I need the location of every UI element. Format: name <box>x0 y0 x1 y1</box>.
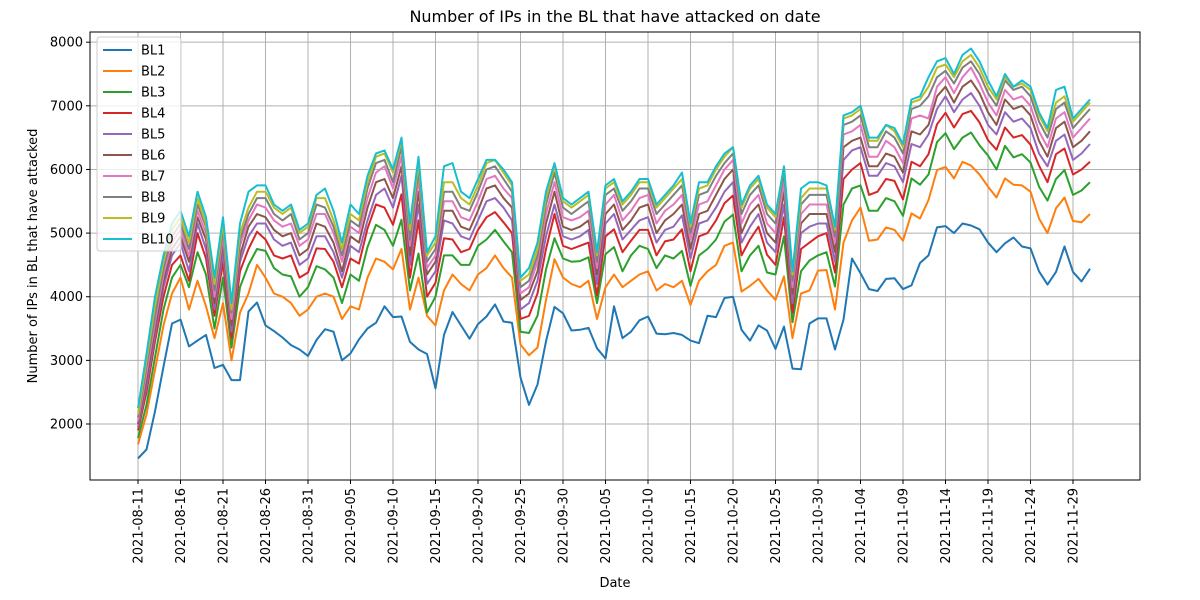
x-tick-label: 2021-10-15 <box>684 488 699 564</box>
series-line-bl3 <box>137 131 1091 439</box>
legend-label-bl6: BL6 <box>141 149 165 164</box>
series-line-bl7 <box>137 66 1091 421</box>
y-tick-label: 4000 <box>50 290 83 305</box>
x-tick-label: 2021-09-15 <box>429 488 444 564</box>
legend-label-bl5: BL5 <box>141 128 165 143</box>
legend-label-bl9: BL9 <box>141 212 165 227</box>
y-axis-title: Number of IPs in BL that have attacked <box>26 129 41 384</box>
y-tick-label: 6000 <box>50 163 83 178</box>
legend: BL1 BL2 BL3 BL4 BL5 BL6 BL7 BL8 BL9 BL10 <box>96 36 182 252</box>
x-tick-label: 2021-08-26 <box>259 488 274 564</box>
x-tick-label: 2021-11-09 <box>897 488 912 564</box>
x-tick-label: 2021-08-31 <box>302 488 317 564</box>
y-tick-label: 2000 <box>50 418 83 433</box>
series-line-bl4 <box>137 109 1091 431</box>
x-tick-label: 2021-11-14 <box>939 488 954 564</box>
series-line-bl8 <box>137 60 1091 418</box>
series-line-bl9 <box>137 53 1091 415</box>
legend-label-bl3: BL3 <box>141 86 165 101</box>
x-tick-label: 2021-09-05 <box>344 488 359 564</box>
series-line-bl2 <box>137 160 1091 445</box>
series-line-bl1 <box>137 222 1091 460</box>
y-tick-label: 7000 <box>50 99 83 114</box>
legend-label-bl4: BL4 <box>141 107 165 122</box>
series-line-bl6 <box>137 79 1091 425</box>
series-lines <box>137 47 1091 460</box>
x-tick-label: 2021-09-20 <box>472 488 487 564</box>
x-tick-label: 2021-11-29 <box>1067 488 1082 564</box>
x-tick-label: 2021-10-25 <box>769 488 784 564</box>
legend-label-bl2: BL2 <box>141 65 165 80</box>
x-tick-label: 2021-11-04 <box>854 488 869 564</box>
x-tick-label: 2021-10-20 <box>727 488 742 564</box>
x-axis: 2021-08-11 2021-08-16 2021-08-21 2021-08-26… <box>132 480 1082 564</box>
x-tick-label: 2021-11-19 <box>982 488 997 564</box>
x-tick-label: 2021-10-10 <box>642 488 657 564</box>
x-tick-label: 2021-08-16 <box>174 488 189 564</box>
x-tick-label: 2021-08-21 <box>217 488 232 564</box>
y-tick-label: 5000 <box>50 227 83 242</box>
legend-label-bl1: BL1 <box>141 44 165 59</box>
y-tick-label: 8000 <box>50 36 83 51</box>
legend-label-bl8: BL8 <box>141 191 165 206</box>
chart-title: Number of IPs in the BL that have attack… <box>409 7 820 26</box>
x-tick-label: 2021-11-24 <box>1024 488 1039 564</box>
x-tick-label: 2021-09-10 <box>387 488 402 564</box>
series-line-bl10 <box>137 47 1091 409</box>
legend-label-bl7: BL7 <box>141 170 165 185</box>
y-tick-label: 3000 <box>50 354 83 369</box>
x-axis-title: Date <box>599 576 630 591</box>
x-tick-label: 2021-09-25 <box>514 488 529 564</box>
legend-label-bl10: BL10 <box>141 233 174 248</box>
y-axis: 2000 3000 4000 5000 6000 7000 8000 <box>50 36 90 433</box>
plot-frame <box>89 31 1141 481</box>
series-line-bl5 <box>137 92 1091 428</box>
x-tick-label: 2021-10-30 <box>812 488 827 564</box>
x-tick-label: 2021-08-11 <box>132 488 147 564</box>
x-tick-label: 2021-09-30 <box>557 488 572 564</box>
x-tick-label: 2021-10-05 <box>599 488 614 564</box>
